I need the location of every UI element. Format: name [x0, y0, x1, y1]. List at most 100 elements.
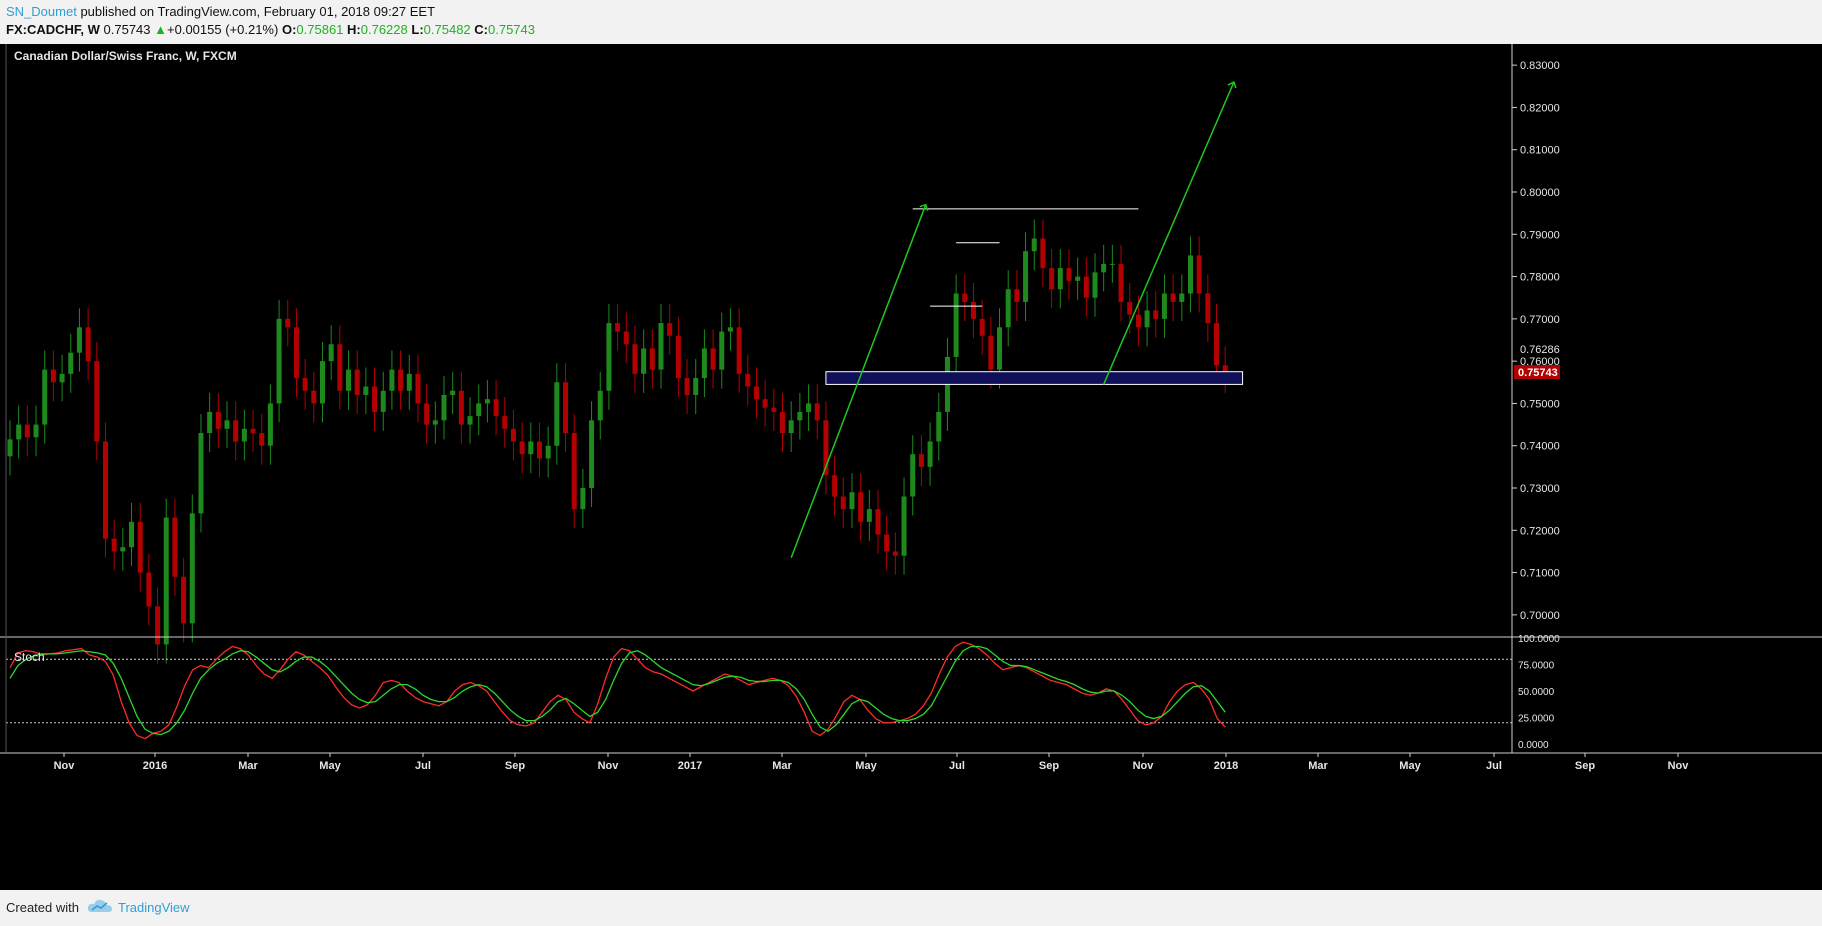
time-tick-label: Mar — [772, 760, 792, 772]
stoch-tick-label: 0.0000 — [1518, 740, 1549, 751]
last-price-tag — [1514, 365, 1560, 380]
candle-body — [658, 323, 664, 370]
candle-body — [276, 318, 282, 404]
candle-body — [788, 420, 794, 434]
candle-body — [823, 420, 829, 476]
candle-body — [675, 335, 681, 379]
candle-body — [849, 492, 855, 510]
candle-body — [1005, 289, 1011, 328]
time-tick-label: Mar — [1308, 760, 1328, 772]
candle-body — [918, 454, 924, 467]
candle-body — [1205, 293, 1211, 324]
candle-body — [198, 433, 204, 514]
axes: 0.83000 0.82000 0.81000 0.80000 0.79000 0.780… — [0, 44, 1822, 772]
time-tick-label: Nov — [1668, 760, 1690, 772]
price-tick-label: 0.73000 — [1520, 483, 1560, 495]
candle-body — [1118, 263, 1124, 302]
candle-body — [59, 373, 65, 383]
time-tick-label: May — [855, 760, 877, 772]
time-tick-label: Mar — [238, 760, 258, 772]
candle-body — [719, 331, 725, 370]
candle-body — [545, 445, 551, 459]
candle-body — [346, 369, 352, 391]
projection-arrow-head-icon — [1227, 80, 1237, 89]
candle-body — [563, 382, 569, 434]
candle-body — [484, 399, 490, 404]
candle-body — [354, 369, 360, 395]
candle-body — [259, 433, 265, 446]
price-change: +0.00155 (+0.21%) — [167, 22, 279, 37]
stoch-tick-label: 25.0000 — [1518, 714, 1555, 725]
candle-body — [1040, 238, 1046, 269]
chart-canvas[interactable]: 0.83000 0.82000 0.81000 0.80000 0.79000 0.780… — [0, 44, 1822, 890]
tradingview-link[interactable]: TradingView — [118, 900, 190, 915]
trend-arrow-head-icon — [919, 203, 929, 211]
trend-arrow-line — [790, 204, 927, 559]
candle-body — [684, 378, 690, 395]
candle-body — [962, 293, 968, 302]
candle-body — [858, 492, 864, 522]
price-tick-label: 0.80000 — [1520, 187, 1560, 199]
time-tick-label: Sep — [1575, 760, 1595, 772]
reference-price-label: 0.76286 — [1520, 344, 1560, 356]
time-tick-label: Nov — [598, 760, 620, 772]
price-tick-label: 0.74000 — [1520, 441, 1560, 453]
candle-body — [424, 403, 430, 425]
candle-body — [745, 373, 751, 387]
candle-body — [910, 454, 916, 497]
candle-body — [1057, 268, 1063, 290]
tradingview-cloud-icon[interactable] — [86, 896, 114, 916]
candle-body — [389, 369, 395, 391]
candle-body — [311, 390, 317, 404]
candle-body — [233, 420, 239, 442]
price-tick-label: 0.72000 — [1520, 525, 1560, 537]
candle-body — [363, 386, 369, 395]
stochastic-pane[interactable] — [6, 641, 1512, 740]
time-tick-label: 2017 — [678, 760, 702, 772]
price-tick-label: 0.71000 — [1520, 568, 1560, 580]
author-link[interactable]: SN_Doumet — [6, 4, 77, 19]
candle-body — [398, 369, 404, 391]
candle-body — [979, 318, 985, 336]
time-tick-label: 2018 — [1214, 760, 1238, 772]
candle-body — [892, 551, 898, 556]
stoch-d-line — [9, 645, 1226, 736]
candle-body — [606, 323, 612, 391]
candle-body — [589, 420, 595, 488]
candle-body — [1153, 310, 1159, 319]
time-tick-label: Nov — [54, 760, 76, 772]
candle-body — [528, 441, 534, 455]
candle-body — [476, 403, 482, 417]
stoch-tick-label: 50.0000 — [1518, 687, 1555, 698]
price-pane[interactable] — [7, 80, 1244, 664]
candle-body — [328, 344, 334, 362]
candle-body — [1144, 310, 1150, 328]
candle-body — [137, 521, 143, 573]
candle-body — [102, 441, 108, 539]
candle-body — [293, 327, 299, 379]
candle-body — [1109, 263, 1115, 265]
stoch-tick-label: 100.0000 — [1518, 634, 1560, 645]
candle-body — [701, 348, 707, 379]
time-tick-label: Nov — [1133, 760, 1155, 772]
candle-body — [319, 361, 325, 404]
candle-body — [16, 424, 22, 440]
time-tick-label: May — [319, 760, 341, 772]
candle-body — [797, 411, 803, 421]
candle-body — [207, 411, 213, 434]
candle-body — [406, 373, 412, 391]
candle-body — [285, 318, 291, 328]
candle-body — [1101, 263, 1107, 273]
candle-body — [1083, 276, 1089, 298]
candle-body — [1222, 365, 1228, 374]
symbol-label: FX:CADCHF, W — [6, 22, 100, 37]
open-label: O: — [281, 22, 297, 37]
low-value: 0.75482 — [423, 22, 471, 37]
candle-body — [1066, 268, 1072, 281]
candle-body — [840, 496, 846, 510]
publish-line: SN_Doumet published on TradingView.com, … — [6, 4, 435, 19]
candle-body — [129, 521, 135, 548]
candle-body — [458, 390, 464, 425]
candle-body — [554, 382, 560, 446]
last-price-label: 0.75743 — [1518, 367, 1558, 379]
